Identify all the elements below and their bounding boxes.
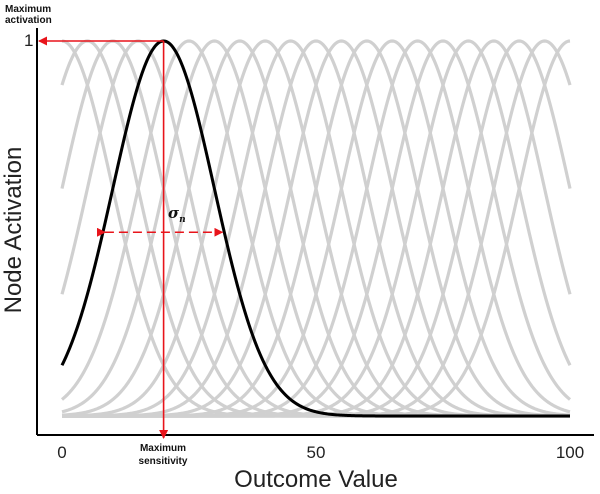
tuning-curve-55 [62,39,570,418]
tuning-curve-90 [62,39,572,418]
tuning-curve-65 [62,39,571,418]
y-tick-label-1: 1 [24,31,33,50]
tuning-curve-95 [62,39,572,418]
tuning-curve-30 [61,39,570,418]
tuning-curve-75 [62,39,572,418]
max-activation-label-line2: activation [5,15,52,26]
y-axis-title: Node Activation [0,147,27,314]
tuning-curve-70 [62,39,571,418]
x-tick-label-50: 50 [307,443,326,462]
tuning-curve-40 [61,39,570,418]
highlighted-tuning-curve [60,39,570,418]
tuning-curve-80 [62,39,572,418]
max-sensitivity-label-line1: Maximum [140,443,186,454]
tuning-curve-45 [62,39,570,418]
tuning-curve-85 [62,39,572,418]
x-tick-label-100: 100 [556,443,584,462]
tuning-curve-0 [61,39,570,418]
tuning-curve-60 [62,39,571,418]
max-sensitivity-label-line2: sensitivity [139,456,188,467]
x-tick-label-0: 0 [57,443,66,462]
tuning-curve-25 [60,39,570,418]
max-activation-label-line1: Maximum [5,4,51,15]
sigma-subscript: n [179,215,186,225]
tuning-curve-50 [62,39,570,418]
x-axis-title: Outcome Value [234,466,398,493]
tuning-curve-100 [62,39,571,418]
sigma-symbol: σ [168,204,180,222]
annotations [38,36,224,439]
tuning-curve-10 [60,39,570,418]
tuning-curve-35 [61,39,570,418]
sigma-label: σn [168,204,186,225]
tuning-curve-5 [60,39,570,418]
tuning-curve-20 [60,39,570,418]
highlighted-curve-group [60,39,570,418]
tuning-curve-15 [60,39,570,418]
x-tick-labels: 0 50 100 [57,443,584,462]
tuning-curves-gray [60,39,572,418]
